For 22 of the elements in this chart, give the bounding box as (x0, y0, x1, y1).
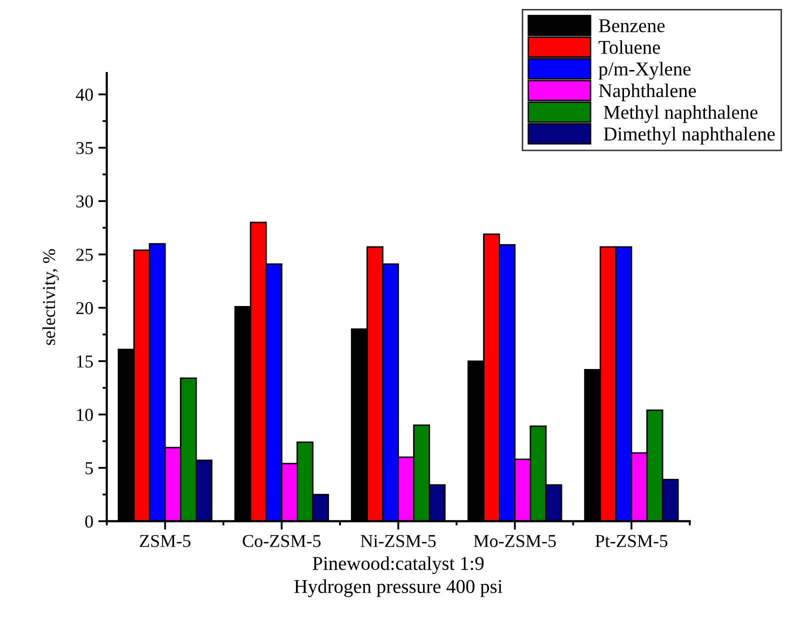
y-tick-label: 40 (76, 88, 93, 101)
y-tick-label: 5 (86, 462, 93, 474)
legend-label: Dimethyl naphthalene (604, 126, 775, 145)
y-tick-label: 15 (77, 355, 93, 368)
y-tick-label: 10 (77, 408, 93, 421)
x-tick-label: Ni-ZSM-5 (360, 534, 436, 548)
x-tick-label: Mo-ZSM-5 (474, 534, 556, 548)
legend-label: p/m-Xylene (598, 62, 691, 80)
y-tick-label: 0 (85, 515, 93, 528)
y-tick-label: 30 (76, 195, 93, 208)
legend-label: Toluene (598, 40, 660, 54)
x-tick-label: Co-ZSM-5 (242, 534, 321, 548)
y-tick-label: 35 (76, 142, 93, 154)
y-axis-title: selectivity, % (42, 249, 59, 345)
x-axis-title: Pinewood:catalyst 1:9 Hydrogen pressure 400 psi (294, 556, 502, 598)
x-tick-label: Pt-ZSM-5 (595, 534, 668, 548)
y-tick-label: 25 (76, 248, 93, 261)
legend-label: Naphthalene (598, 84, 696, 102)
legend-label: Methyl naphthalene (604, 105, 758, 123)
y-tick-label: 20 (76, 302, 93, 314)
x-tick-label: ZSM-5 (140, 534, 190, 548)
legend-label: Benzene (598, 19, 665, 32)
